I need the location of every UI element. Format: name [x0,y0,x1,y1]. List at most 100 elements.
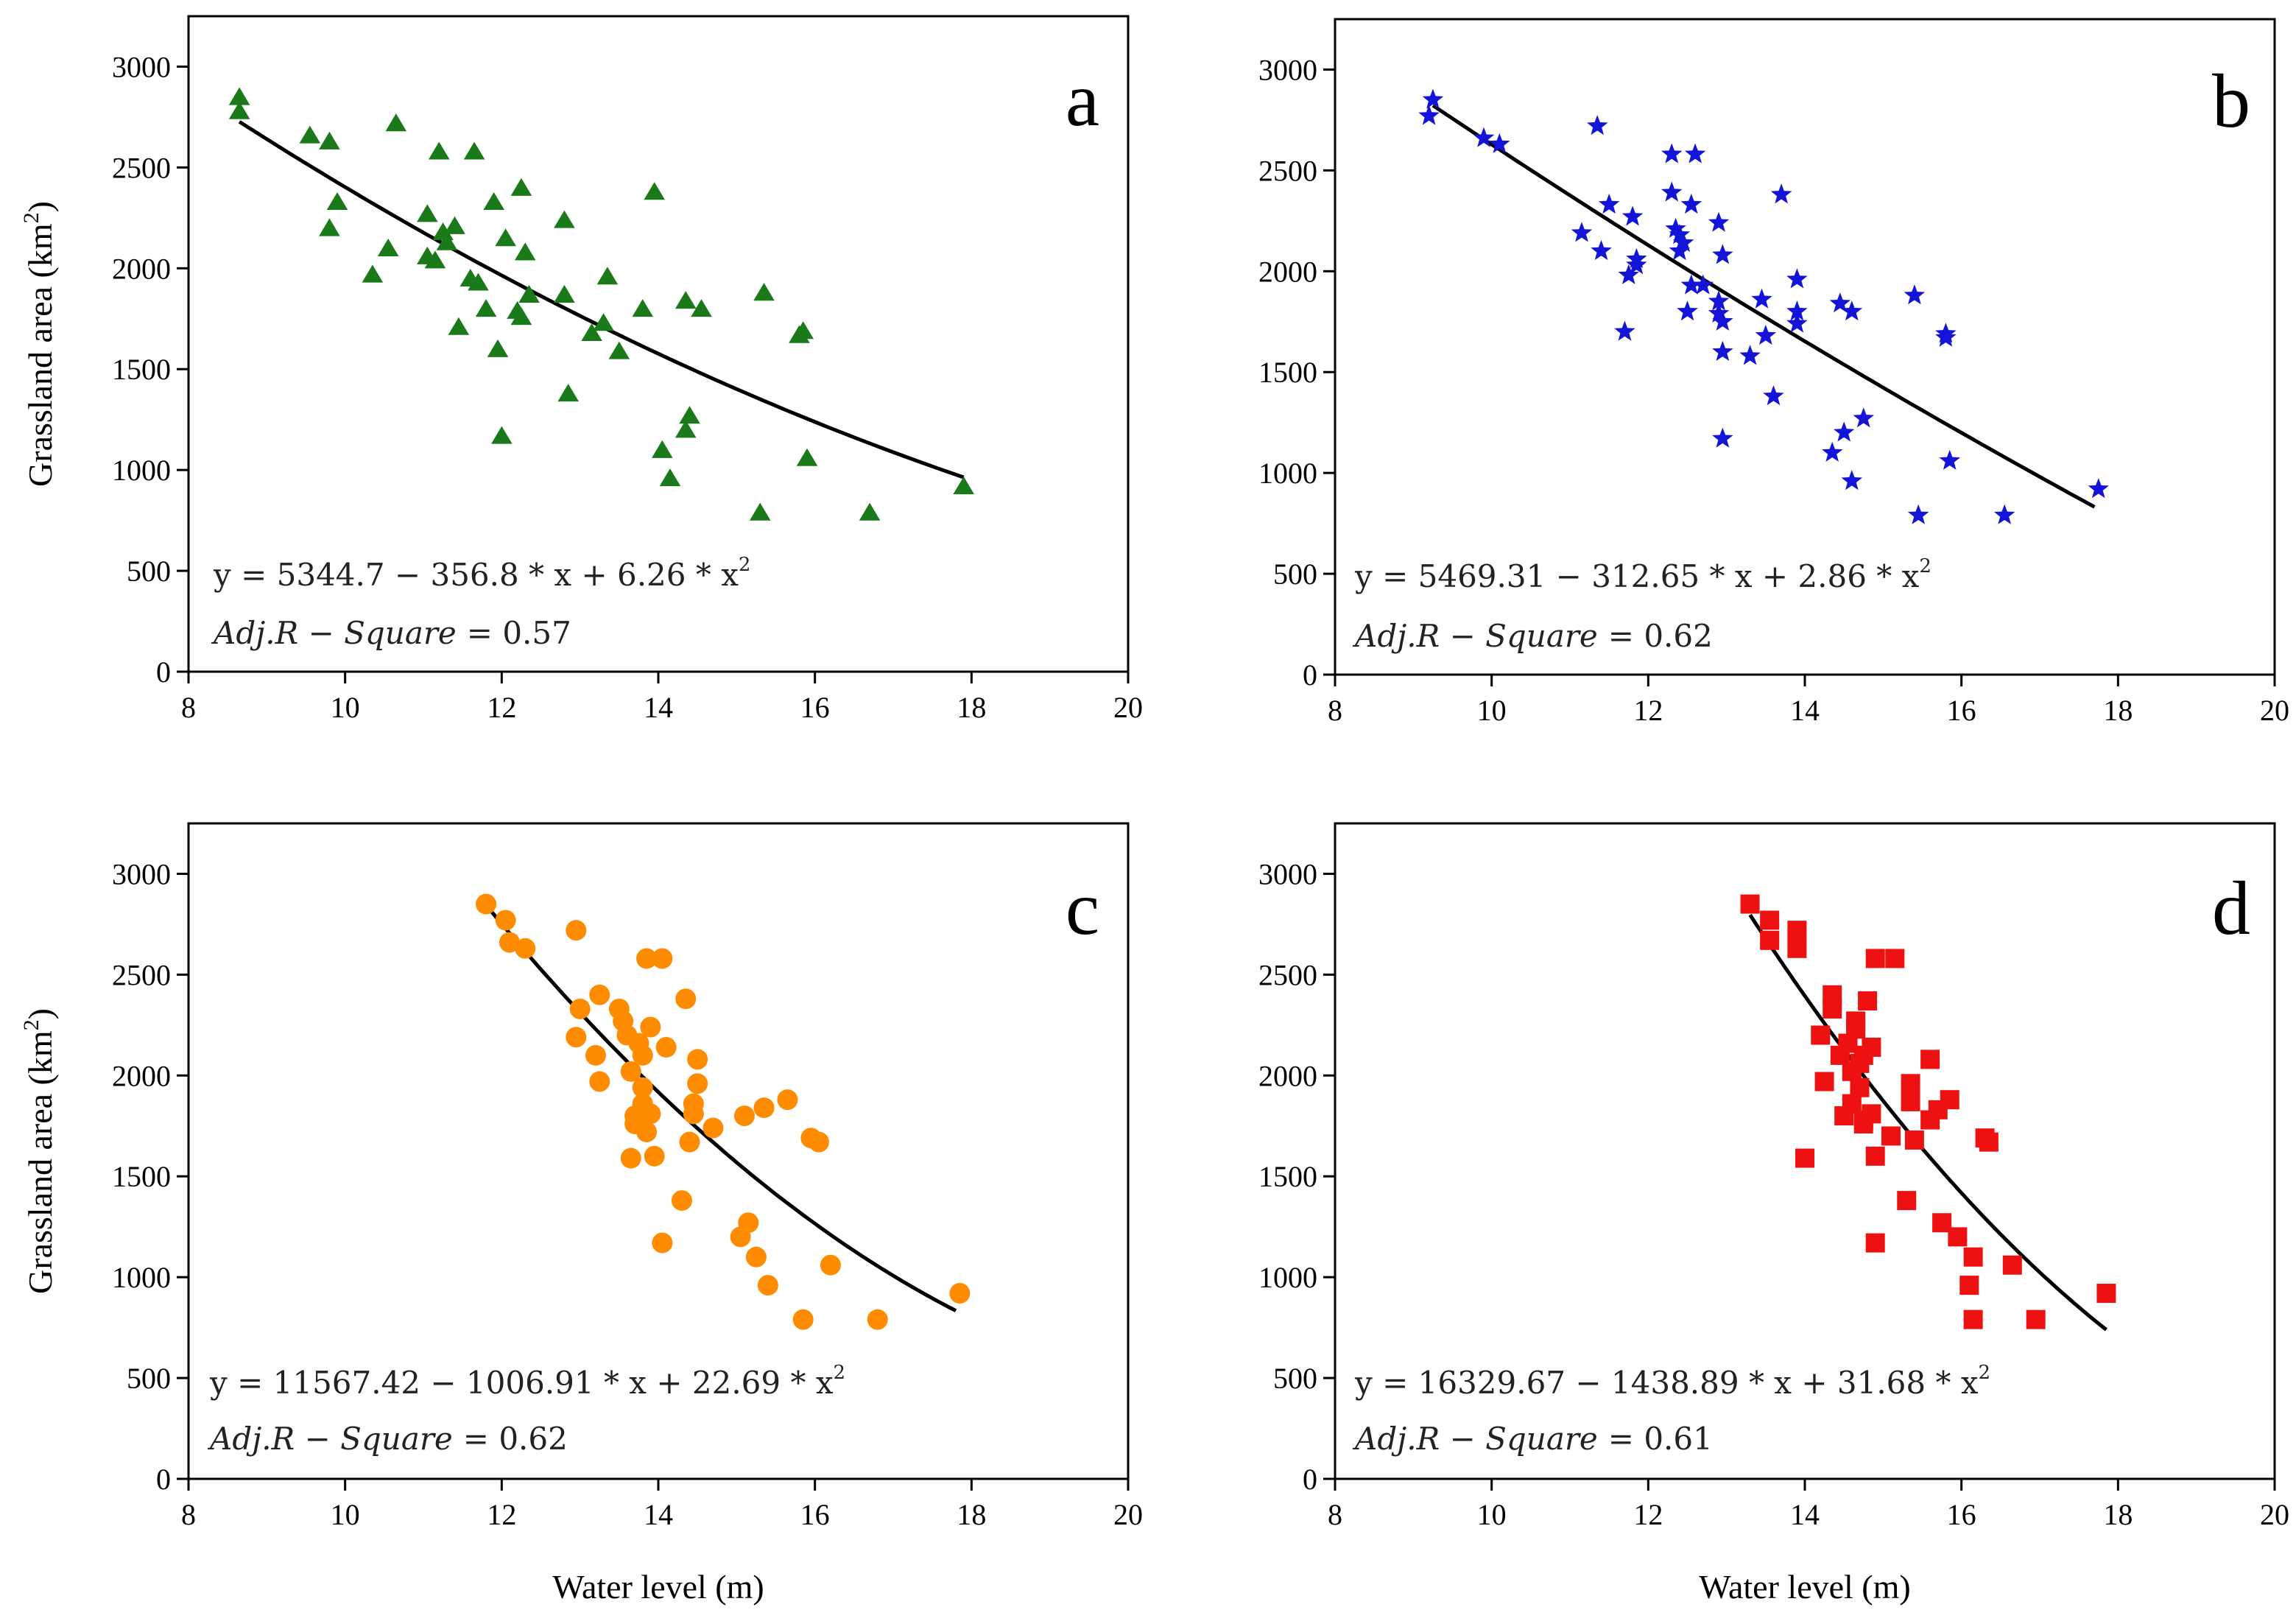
data-point-circle [808,1131,829,1153]
data-point-triangle [679,406,700,424]
data-point-circle [867,1309,888,1330]
data-point-star [1677,300,1698,321]
data-point-triangle [228,101,250,119]
adj-r-square: Adj.R − Square = 0.57 [211,615,571,651]
y-tick-label: 500 [1273,558,1317,591]
data-point-triangle [554,210,575,228]
y-tick-label: 1500 [112,353,171,386]
y-tick-label: 1500 [1258,356,1317,389]
data-point-triangle [659,468,681,487]
data-point-triangle [557,384,580,402]
data-point-triangle [675,291,697,309]
data-point-circle [687,1049,708,1070]
y-tick-label: 0 [1303,1463,1317,1496]
x-tick-label: 12 [487,1498,516,1531]
adj-r-square: Adj.R − Square = 0.62 [1352,618,1713,654]
x-tick-label: 18 [2103,1498,2133,1531]
y-axis-title-top: Grassland area (km2) [19,201,59,487]
data-point-triangle [495,228,516,247]
x-tick-label: 16 [800,691,830,724]
data-point-triangle [675,420,697,438]
data-point-star [1614,320,1635,341]
data-point-circle [687,1073,708,1094]
data-point-star [1935,323,1957,343]
data-point-square [1940,1090,1959,1110]
y-tick-label: 0 [156,655,171,689]
x-tick-label: 8 [1328,694,1342,727]
x-tick-label: 12 [1633,1498,1663,1531]
data-point-square [1920,1049,1940,1069]
y-tick-label: 1500 [1258,1160,1317,1193]
fit-curve [485,904,957,1312]
fit-curve-group [1748,913,2107,1332]
adj-r-square: Adj.R − Square = 0.61 [1352,1421,1713,1457]
data-point-star [1591,239,1612,261]
data-point-triangle [444,216,465,234]
y-tick-label: 3000 [112,857,171,890]
data-point-star [1587,115,1608,136]
data-point-square [1881,1126,1901,1146]
x-tick-label: 8 [181,1498,196,1531]
data-point-square [1787,921,1807,940]
data-point-square [1979,1132,1999,1152]
x-axis-title-right: Water level (m) [1699,1568,1910,1606]
fit-equation: y = 11567.42 − 1006.91 * x + 22.69 * x2 [209,1362,845,1401]
data-point-star [1712,310,1733,331]
equation-exponent: 2 [1919,555,1931,577]
axis-ticks: 8 10 12 14 16 18 20 0 500 1000 1500 2000 2500 3000 [1258,857,2289,1531]
y-tick-label: 3000 [1258,857,1317,890]
data-point-star [1626,247,1647,268]
y-axis-title-superscript: 2 [19,1019,43,1030]
y-tick-label: 2500 [1258,154,1317,187]
data-point-square [1963,1309,1983,1329]
adj-r-square-label: Adj.R − Square [211,615,457,651]
data-point-triangle [792,321,814,340]
data-point-triangle [518,284,540,303]
y-tick-label: 0 [1303,658,1317,692]
data-point-square [1865,1146,1885,1166]
y-tick-label: 500 [127,555,171,588]
data-point-triangle [514,242,536,261]
data-point-star [1763,385,1784,406]
y-axis-title-superscript: 2 [19,212,43,223]
y-tick-label: 2500 [1258,958,1317,991]
data-point-triangle [749,502,771,521]
fit-curve-group [1432,104,2096,509]
axis-ticks: 8 10 12 14 16 18 20 0 500 1000 1500 2000 2500 3000 [112,857,1143,1531]
fit-curve [1748,913,2107,1332]
data-point-star [1822,441,1843,462]
fit-equation: y = 5344.7 − 356.8 * x + 6.26 * x2 [213,554,750,593]
axis-ticks: 8 10 12 14 16 18 20 0 500 1000 1500 2000 2500 3000 [1258,53,2289,727]
data-point-square [1948,1227,1968,1247]
data-point-star [1712,427,1733,448]
equation-text: y = 16329.67 − 1438.89 * x + 31.68 * x [1354,1365,1979,1401]
data-point-square [1865,1233,1885,1253]
x-tick-label: 20 [2260,694,2289,727]
panel-letter: d [2212,866,2250,951]
panel-letter: b [2212,59,2250,144]
equation-text: y = 5469.31 − 312.65 * x + 2.86 * x [1354,558,1920,594]
x-tick-label: 20 [1113,691,1143,724]
data-point-triangle [510,177,532,196]
fit-curve-group [485,904,957,1312]
data-point-square [1897,1191,1917,1211]
data-point-square [1811,1025,1831,1045]
x-tick-label: 10 [331,1498,360,1531]
data-point-square [1963,1247,1983,1267]
x-tick-label: 14 [644,691,673,724]
equation-text: y = 5344.7 − 356.8 * x + 6.26 * x [213,557,739,593]
data-point-triangle [319,131,340,150]
fit-curve [1432,104,2096,509]
data-point-triangle [608,341,630,359]
data-point-star [1907,504,1929,524]
data-point-circle [640,1103,661,1125]
data-point-triangle [510,307,532,326]
data-point-triangle [436,232,458,250]
data-point-circle [652,948,673,969]
data-point-star [1833,421,1855,442]
panel-letter: a [1066,57,1099,142]
data-point-square [1740,894,1760,914]
data-point-star [1755,324,1777,345]
data-point-circle [636,948,658,969]
